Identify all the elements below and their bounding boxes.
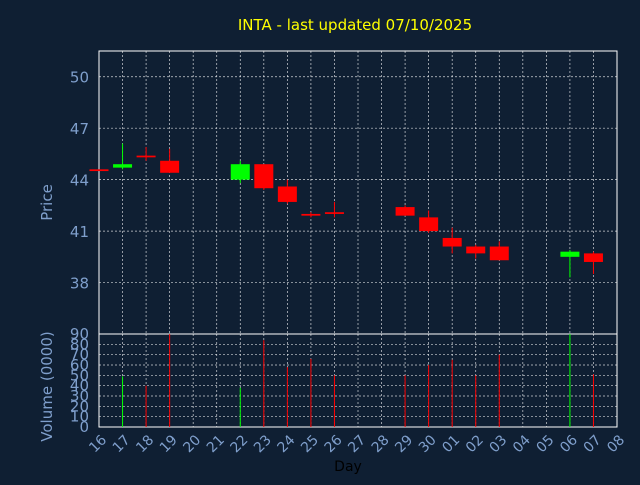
volume-tick-label: 20	[70, 397, 89, 415]
candle-body	[89, 169, 109, 172]
price-y-ticks: 38 41 44 47 50	[70, 69, 89, 293]
price-tick-label: 47	[70, 120, 89, 138]
candle-body	[230, 164, 250, 180]
volume-tick-label: 50	[70, 366, 89, 384]
candle-body	[466, 246, 486, 254]
candle-body	[489, 246, 509, 261]
volume-tick-label: 70	[70, 346, 89, 364]
price-tick-label: 38	[70, 275, 89, 293]
volume-axis-label: Volume (0000)	[38, 331, 56, 441]
volume-tick-label: 30	[70, 387, 89, 405]
chart-title: INTA - last updated 07/10/2025	[238, 16, 472, 34]
price-axis-label: Price	[38, 184, 56, 221]
volume-tick-label: 80	[70, 335, 89, 353]
candle-body	[136, 155, 156, 158]
x-axis-label: Day	[334, 459, 362, 475]
candle-body	[442, 237, 462, 247]
candle-body	[160, 160, 180, 173]
x-tick-labels: 16 17 18 19 20 21 22 23 24 25 26 27 28 29 30 01 02 03 04 05…	[86, 432, 628, 456]
volume-bars	[122, 334, 594, 427]
candle-body	[583, 253, 603, 262]
candle-body	[254, 164, 274, 189]
volume-tick-label: 60	[70, 356, 89, 374]
candle-body	[560, 251, 580, 257]
volume-tick-label: 40	[70, 377, 89, 395]
candle-body	[113, 164, 133, 168]
volume-plot-frame	[98, 333, 618, 428]
candles	[89, 143, 603, 278]
price-panel: 38 41 44 47 50 Price	[38, 50, 618, 335]
candle-body	[301, 213, 321, 216]
volume-tick-label: 0	[79, 418, 89, 436]
candle-body	[277, 186, 297, 202]
candle-body	[324, 212, 344, 214]
volume-tick-label: 90	[70, 325, 89, 343]
volume-tick-label: 10	[70, 408, 89, 426]
candle-body	[419, 217, 439, 232]
price-tick-label: 44	[70, 172, 89, 190]
price-tick-label: 41	[70, 223, 89, 241]
price-tick-label: 50	[70, 69, 89, 87]
candle-body	[395, 207, 415, 216]
